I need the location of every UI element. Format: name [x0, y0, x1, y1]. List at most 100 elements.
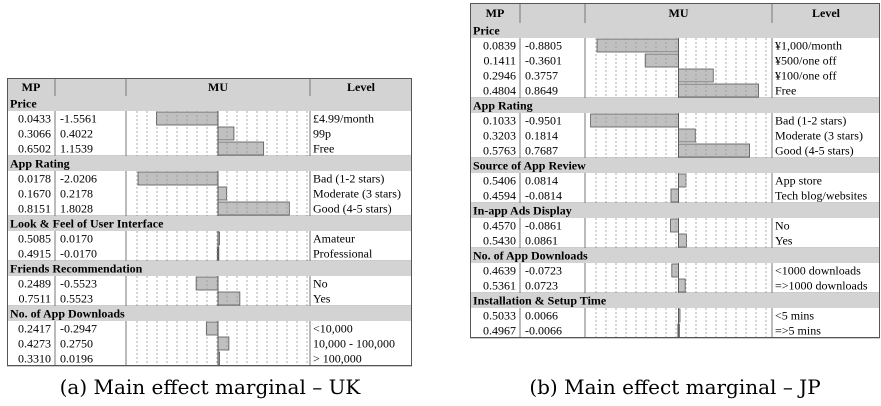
jp-level-label: Moderate (3 stars): [775, 129, 863, 143]
uk-mu-bar: [217, 201, 290, 216]
jp-mu-bar: [670, 188, 679, 203]
uk-mu-value: 0.0170: [60, 232, 93, 246]
uk-level-label: <10,000: [313, 322, 353, 336]
uk-group-title: No. of App Downloads: [10, 307, 125, 321]
uk-mu-bar: [217, 186, 228, 201]
jp-level-label: =>1000 downloads: [775, 279, 868, 293]
jp-level-label: Bad (1-2 stars): [775, 114, 846, 128]
uk-caption: (a) Main effect marginal – UK: [59, 375, 361, 399]
uk-mp-value: 0.7511: [18, 292, 51, 306]
jp-level-label: ¥100/one off: [775, 69, 836, 83]
uk-mp-value: 0.3310: [18, 352, 51, 366]
uk-group-header: [7, 306, 412, 321]
uk-mu-bar: [217, 291, 241, 306]
jp-mp-value: 0.5033: [483, 309, 516, 323]
uk-mp-value: 0.4915: [18, 247, 51, 261]
uk-mu-value: 0.2750: [60, 337, 93, 351]
jp-mu-value: -0.0814: [525, 189, 562, 203]
jp-level-label: ¥500/one off: [775, 54, 836, 68]
jp-mu-value: -0.0861: [525, 219, 562, 233]
uk-level-label: Amateur: [313, 232, 355, 246]
jp-group-title: Installation & Setup Time: [473, 294, 607, 308]
jp-group-title: No. of App Downloads: [473, 249, 588, 263]
uk-mu-value: 0.4022: [60, 127, 93, 141]
jp-header-row: [470, 3, 880, 23]
uk-mp-value: 0.0178: [18, 172, 51, 186]
jp-mu-bar: [678, 83, 759, 98]
jp-mp-value: 0.2946: [483, 69, 516, 83]
uk-level-label: No: [313, 277, 328, 291]
uk-header-mp: MP: [22, 80, 41, 94]
jp-group-header: [470, 23, 880, 38]
jp-mu-bar: [590, 113, 679, 128]
jp-group-header: [470, 98, 880, 113]
uk-level-label: Bad (1-2 stars): [313, 172, 384, 186]
jp-mu-value: -0.0066: [525, 324, 562, 338]
jp-mp-value: 0.4570: [483, 219, 516, 233]
jp-level-label: <1000 downloads: [775, 264, 861, 278]
jp-mu-value: -0.9501: [525, 114, 562, 128]
jp-level-label: Free: [775, 84, 796, 98]
uk-mp-value: 0.2489: [18, 277, 51, 291]
jp-mp-value: 0.5406: [483, 174, 516, 188]
uk-level-label: Yes: [313, 292, 331, 306]
jp-level-label: App store: [775, 174, 822, 188]
jp-mu-value: 0.1814: [525, 129, 558, 143]
jp-level-label: Tech blog/websites: [775, 189, 867, 203]
uk-mu-value: -0.0170: [60, 247, 97, 261]
jp-mu-bar: [678, 143, 751, 158]
uk-level-label: Professional: [313, 247, 373, 261]
jp-group-header: [470, 248, 880, 263]
uk-mp-value: 0.0433: [18, 112, 51, 126]
jp-mu-value: 0.0861: [525, 234, 558, 248]
jp-mu-value: -0.0723: [525, 264, 562, 278]
jp-mp-value: 0.1033: [483, 114, 516, 128]
uk-mu-bar: [137, 171, 219, 186]
uk-level-label: 10,000 - 100,000: [313, 337, 395, 351]
uk-mu-value: 0.0196: [60, 352, 93, 366]
uk-header-row: [7, 78, 412, 96]
jp-mp-value: 0.0839: [483, 39, 516, 53]
uk-header-level: Level: [347, 80, 376, 94]
uk-mu-value: -0.2947: [60, 322, 97, 336]
jp-mu-bar: [678, 278, 686, 293]
jp-level-label: =>5 mins: [775, 324, 821, 338]
jp-mu-bar: [644, 53, 679, 68]
jp-mu-value: 0.0723: [525, 279, 558, 293]
jp-mu-value: 0.8649: [525, 84, 558, 98]
uk-mp-value: 0.3066: [18, 127, 51, 141]
jp-mu-bar: [678, 233, 687, 248]
uk-level-label: Free: [313, 142, 334, 156]
jp-mu-bar: [678, 173, 687, 188]
uk-mu-value: 0.5523: [60, 292, 93, 306]
jp-mu-value: 0.7687: [525, 144, 558, 158]
uk-mu-value: 0.2178: [60, 187, 93, 201]
jp-group-title: In-app Ads Display: [473, 204, 572, 218]
uk-level-label: Good (4-5 stars): [313, 202, 392, 216]
uk-mu-bar: [217, 126, 235, 141]
jp-level-label: <5 mins: [775, 309, 814, 323]
jp-mp-value: 0.5430: [483, 234, 516, 248]
jp-mu-value: 0.3757: [525, 69, 558, 83]
jp-mu-value: 0.0814: [525, 174, 558, 188]
jp-mu-bar: [678, 128, 696, 143]
jp-mp-value: 0.4594: [483, 189, 516, 203]
uk-group-header: [7, 216, 412, 231]
jp-group-title: Price: [473, 24, 500, 38]
jp-table-panel: MP MU Level Price 0.0839 -0.8805 ¥1,000/month 0…: [470, 3, 880, 366]
uk-table-panel: MP MU Level Price 0.0433 -1.5561 £4.99/month 0.…: [7, 78, 412, 367]
jp-table-border: [470, 3, 880, 338]
uk-mu-value: -1.5561: [60, 112, 97, 126]
jp-group-header: [470, 293, 880, 308]
uk-mu-value: 1.1539: [60, 142, 93, 156]
uk-group-title: App Rating: [10, 157, 70, 171]
uk-group-title: Look & Feel of User Interface: [10, 217, 164, 231]
jp-mu-value: -0.3601: [525, 54, 562, 68]
jp-mp-value: 0.5361: [483, 279, 516, 293]
jp-header-mu: MU: [669, 6, 689, 20]
uk-mp-value: 0.2417: [18, 322, 51, 336]
uk-mu-value: -2.0206: [60, 172, 97, 186]
uk-level-label: > 100,000: [313, 352, 362, 366]
